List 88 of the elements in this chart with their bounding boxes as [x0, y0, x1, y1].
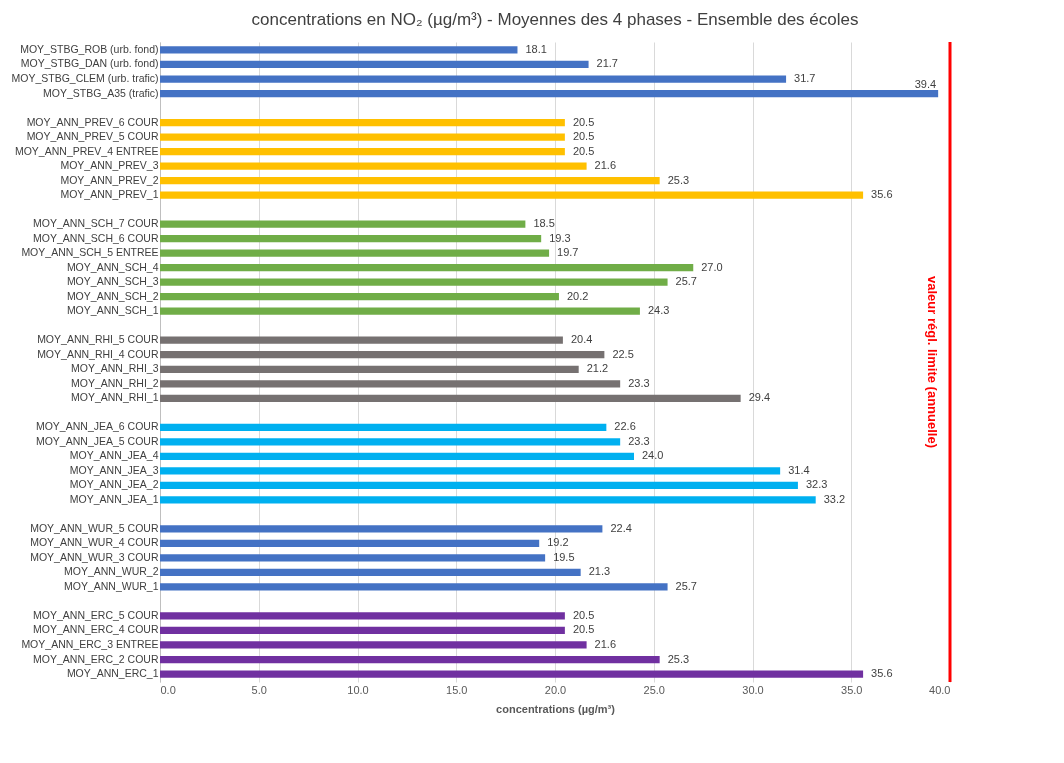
y-tick-label: MOY_ANN_JEA_3: [69, 463, 159, 476]
y-tick-label: MOY_ANN_WUR_1: [63, 579, 159, 592]
data-label: 22.4: [610, 521, 632, 534]
y-tick-label: MOY_ANN_JEA_4: [69, 449, 159, 462]
x-tick-label: 10.0: [347, 683, 369, 696]
data-label: 20.5: [572, 115, 595, 128]
data-label: 19.7: [557, 246, 579, 259]
data-label: 33.2: [823, 492, 846, 505]
data-label: 27.0: [701, 260, 723, 273]
data-label: 25.3: [667, 652, 690, 665]
y-tick-label: MOY_ANN_PREV_6 COUR: [26, 115, 159, 128]
y-tick-label: MOY_ANN_ERC_1: [66, 667, 159, 680]
data-label: 19.2: [547, 536, 569, 549]
data-label: 24.3: [647, 304, 670, 317]
data-label: 31.4: [788, 463, 810, 476]
y-tick-label: MOY_ANN_RHI_5 COUR: [37, 333, 159, 346]
data-label: 21.6: [594, 159, 617, 172]
ref-line-label: valeur régl. limite (annuelle): [925, 276, 940, 448]
y-tick-label: MOY_ANN_PREV_5 COUR: [26, 130, 159, 143]
y-tick-label: MOY_ANN_WUR_2: [63, 565, 159, 578]
y-tick-label: MOY_ANN_ERC_5 COUR: [33, 608, 159, 621]
y-tick-label: MOY_ANN_SCH_1: [66, 304, 159, 317]
y-tick-label: MOY_ANN_JEA_1: [69, 492, 159, 505]
y-tick-label: MOY_ANN_SCH_6 COUR: [33, 231, 159, 244]
y-tick-label: MOY_ANN_SCH_2: [66, 289, 159, 302]
data-label: 20.5: [572, 623, 595, 636]
data-label: 20.5: [572, 144, 595, 157]
y-tick-label: MOY_ANN_RHI_4 COUR: [37, 347, 159, 360]
data-label: 18.5: [533, 217, 555, 230]
y-tick-label: MOY_ANN_PREV_3: [60, 159, 159, 172]
y-tick-label: MOY_ANN_SCH_5 ENTREE: [21, 246, 159, 259]
data-label: 20.5: [572, 608, 595, 621]
data-label: 21.3: [588, 565, 611, 578]
data-label: 22.5: [612, 347, 634, 360]
data-label: 21.7: [596, 57, 618, 70]
x-axis-title: concentrations (µg/m³): [496, 702, 616, 715]
data-label: 25.7: [675, 275, 697, 288]
y-tick-label: MOY_ANN_SCH_3: [66, 275, 159, 288]
data-label: 24.0: [642, 449, 664, 462]
x-tick-label: 0.0: [160, 683, 176, 696]
data-label: 35.6: [871, 188, 893, 201]
x-tick-label: 20.0: [544, 683, 567, 696]
data-label: 23.3: [628, 434, 650, 447]
x-tick-label: 25.0: [643, 683, 665, 696]
data-label: 31.7: [794, 72, 816, 85]
y-tick-label: MOY_ANN_ERC_2 COUR: [33, 652, 159, 665]
data-label: 39.4: [914, 77, 937, 90]
data-label: 32.3: [805, 478, 828, 491]
x-tick-label: 15.0: [446, 683, 468, 696]
y-tick-label: MOY_ANN_JEA_5 COUR: [35, 434, 159, 447]
x-tick-label: 40.0: [929, 683, 951, 696]
data-label: 29.4: [748, 391, 771, 404]
y-tick-label: MOY_ANN_SCH_4: [66, 260, 159, 273]
x-tick-label: 35.0: [841, 683, 863, 696]
y-tick-label: MOY_STBG_A35 (trafic): [42, 86, 159, 99]
y-tick-label: MOY_STBG_ROB (urb. fond): [20, 42, 159, 55]
y-tick-label: MOY_ANN_PREV_4 ENTREE: [14, 144, 159, 157]
data-label: 18.1: [525, 42, 547, 55]
x-tick-label: 30.0: [742, 683, 764, 696]
data-label: 20.2: [566, 289, 589, 302]
y-tick-label: MOY_ANN_RHI_2: [70, 376, 159, 389]
y-tick-label: MOY_ANN_SCH_7 COUR: [33, 217, 159, 230]
data-label: 20.5: [572, 130, 595, 143]
data-label: 21.2: [586, 362, 609, 375]
y-tick-label: MOY_ANN_PREV_2: [60, 173, 159, 186]
data-label: 21.6: [594, 637, 617, 650]
data-label: 22.6: [614, 420, 636, 433]
data-label: 25.3: [667, 173, 690, 186]
y-tick-label: MOY_ANN_WUR_5 COUR: [30, 521, 159, 534]
data-label: 20.4: [570, 333, 593, 346]
data-label: 35.6: [871, 667, 893, 680]
y-tick-label: MOY_ANN_PREV_1: [60, 188, 159, 201]
y-tick-label: MOY_ANN_JEA_2: [69, 478, 159, 491]
y-tick-label: MOY_ANN_RHI_3: [70, 362, 159, 375]
chart-title: concentrations en NO₂ (µg/m³) - Moyennes des 4 phases - Ensemble des écoles: [251, 9, 859, 29]
y-tick-label: MOY_ANN_ERC_3 ENTREE: [21, 637, 159, 650]
y-tick-label: MOY_ANN_ERC_4 COUR: [33, 623, 159, 636]
y-tick-label: MOY_ANN_WUR_4 COUR: [30, 536, 159, 549]
y-tick-label: MOY_STBG_DAN (urb. fond): [20, 57, 159, 70]
data-label: 25.7: [675, 579, 697, 592]
data-label: 19.3: [549, 231, 571, 244]
y-tick-label: MOY_ANN_JEA_6 COUR: [35, 420, 159, 433]
data-label: 23.3: [628, 376, 650, 389]
y-tick-label: MOY_ANN_RHI_1: [70, 391, 159, 404]
y-tick-label: MOY_STBG_CLEM (urb. trafic): [11, 72, 159, 85]
data-label: 19.5: [553, 550, 575, 563]
y-tick-label: MOY_ANN_WUR_3 COUR: [30, 550, 159, 563]
x-tick-label: 5.0: [251, 683, 267, 696]
